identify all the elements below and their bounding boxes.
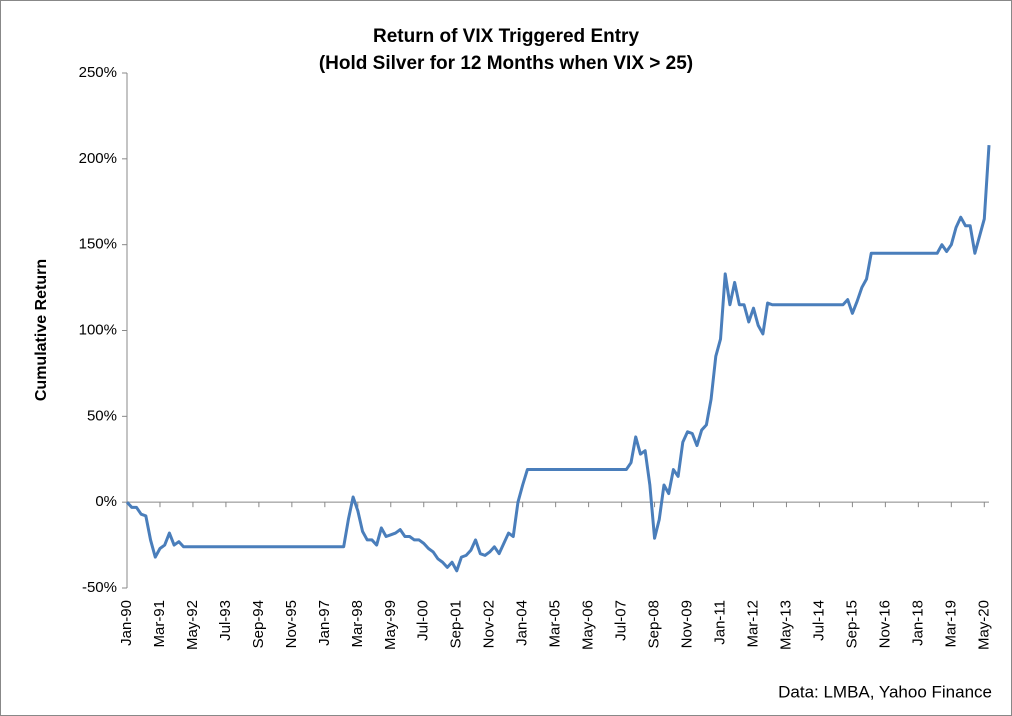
x-tick-label: Sep-08: [646, 600, 663, 648]
x-tick-label: Jan-18: [909, 600, 926, 646]
x-tick-label: Jul-14: [810, 600, 827, 641]
x-tick-label: Nov-95: [283, 600, 300, 648]
x-tick-label: Nov-16: [876, 600, 893, 648]
x-tick-label: Mar-05: [547, 600, 564, 648]
y-tick-label: 50%: [87, 407, 117, 424]
x-tick-label: May-06: [580, 600, 597, 650]
y-tick-label: 100%: [79, 321, 117, 338]
y-axis-label: Cumulative Return: [33, 259, 50, 401]
x-tick-label: Jul-93: [217, 600, 234, 641]
chart-subtitle: (Hold Silver for 12 Months when VIX > 25…: [319, 53, 693, 74]
x-tick-label: Sep-15: [843, 600, 860, 648]
x-tick-label: Mar-91: [151, 600, 168, 648]
data-line: [125, 145, 991, 573]
chart-title: Return of VIX Triggered Entry: [373, 26, 639, 47]
source-note: Data: LMBA, Yahoo Finance: [778, 682, 992, 701]
y-tick-label: 250%: [79, 64, 117, 81]
x-tick-label: Jan-11: [711, 600, 728, 645]
x-tick-label: Jul-00: [415, 600, 432, 641]
x-tick-label: May-13: [777, 600, 794, 650]
x-tick-label: Mar-12: [744, 600, 761, 648]
x-tick-label: Mar-98: [349, 600, 366, 648]
x-tick-label: May-99: [382, 600, 399, 650]
x-tick-label: May-92: [184, 600, 201, 650]
x-tick-label: Nov-09: [679, 600, 696, 648]
x-tick-label: Nov-02: [481, 600, 498, 648]
y-tick-label: 0%: [95, 493, 117, 510]
x-tick-label: May-20: [975, 600, 992, 650]
x-tick-label: Jan-04: [514, 600, 531, 646]
x-tick-label: Jul-07: [613, 600, 630, 641]
x-tick-label: Jan-90: [118, 600, 135, 646]
x-tick-label: Sep-01: [448, 600, 465, 648]
x-tick-label: Mar-19: [942, 600, 959, 648]
y-tick-label: -50%: [82, 579, 117, 596]
y-tick-label: 150%: [79, 236, 117, 253]
y-tick-label: 200%: [79, 150, 117, 167]
x-tick-label: Jan-97: [316, 600, 333, 646]
x-tick-label: Sep-94: [250, 600, 267, 648]
